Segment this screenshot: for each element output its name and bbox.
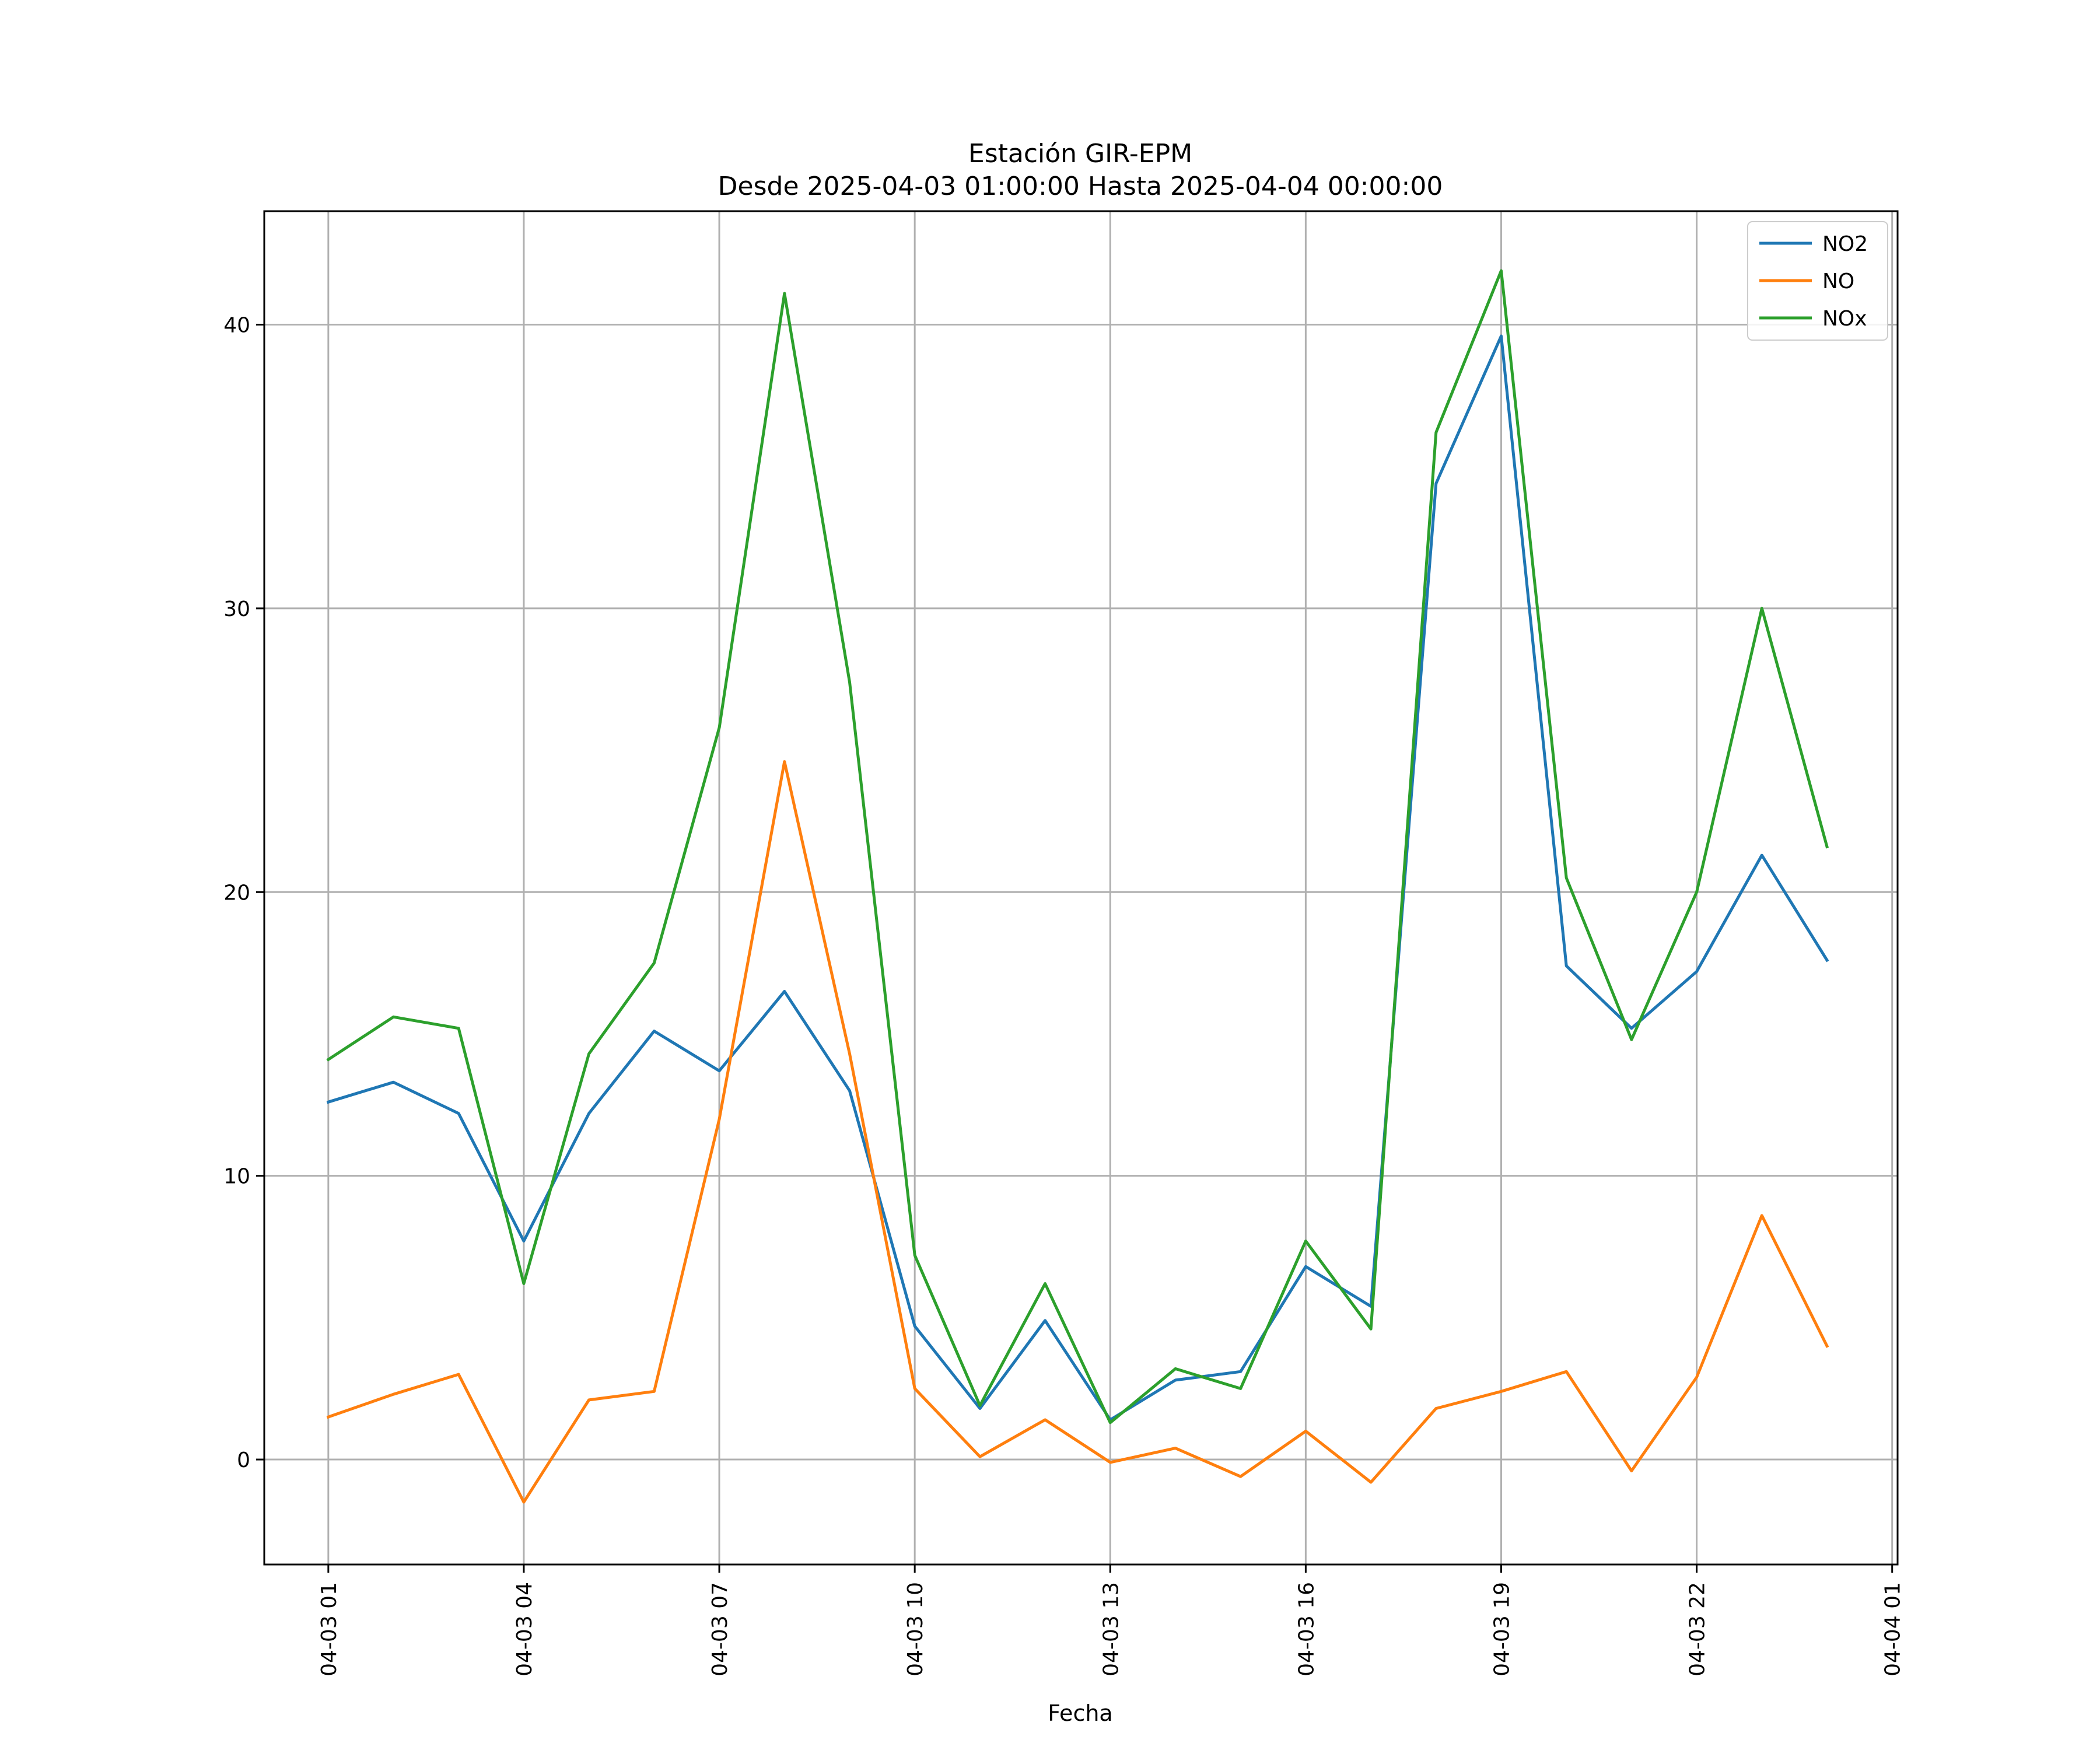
x-tick-label: 04-03 01 — [317, 1582, 341, 1676]
x-axis-label: Fecha — [1048, 1700, 1112, 1726]
x-tick-label: 04-03 19 — [1490, 1582, 1514, 1676]
chart-subtitle: Desde 2025-04-03 01:00:00 Hasta 2025-04-… — [718, 172, 1443, 201]
x-tick-label: 04-03 16 — [1294, 1582, 1318, 1676]
legend-label-no2: NO2 — [1822, 232, 1868, 256]
x-tick-label: 04-03 04 — [513, 1582, 537, 1676]
x-tick-label: 04-03 13 — [1099, 1582, 1123, 1676]
x-tick-label: 04-03 07 — [708, 1582, 732, 1676]
series-line-no — [326, 760, 1829, 1504]
y-tick-label: 40 — [223, 314, 250, 338]
series-line-no2 — [326, 334, 1829, 1422]
chart-title: Estación GIR-EPM — [968, 139, 1192, 169]
x-tick-label: 04-03 22 — [1686, 1582, 1710, 1676]
legend: NO2 NO NOx — [1747, 221, 1888, 341]
x-tick-label: 04-03 10 — [904, 1582, 928, 1676]
series-line-nox — [326, 269, 1829, 1424]
y-tick-label: 20 — [223, 881, 250, 905]
legend-box — [1747, 221, 1888, 341]
x-tick-label: 04-04 01 — [1881, 1582, 1905, 1676]
axis-ticks: 0 10 20 30 40 04-03 01 04-03 04 04-03 07 04-03 1… — [223, 314, 1905, 1676]
series-lines — [326, 269, 1829, 1504]
grid-lines — [264, 211, 1898, 1564]
legend-label-no: NO — [1822, 270, 1854, 293]
y-tick-label: 30 — [223, 597, 250, 621]
plot-frame — [263, 210, 1899, 1566]
y-tick-label: 10 — [223, 1165, 250, 1189]
legend-label-nox: NOx — [1822, 307, 1867, 331]
y-tick-label: 0 — [237, 1448, 250, 1472]
